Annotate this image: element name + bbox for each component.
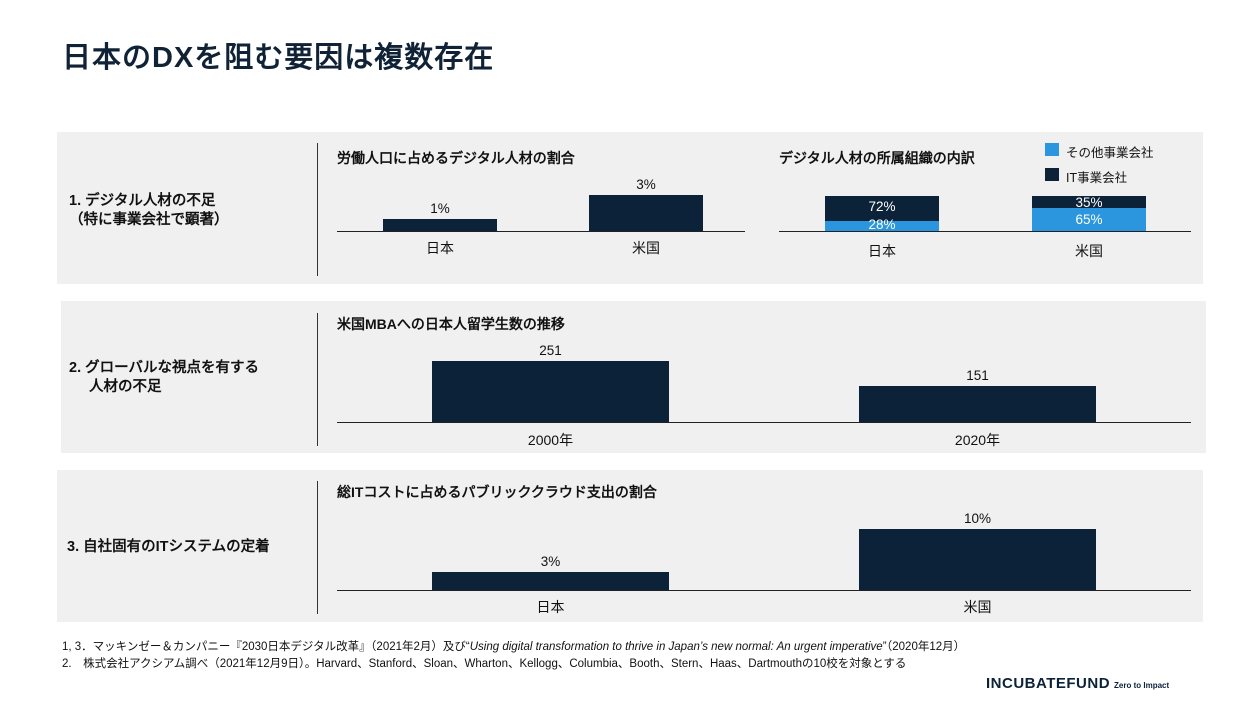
section-3-label: 3. 自社固有のITシステムの定着 xyxy=(67,538,270,557)
bar-2020 xyxy=(859,386,1096,422)
section-panel-3: 3. 自社固有のITシステムの定着 総ITコストに占めるパブリッククラウド支出の… xyxy=(57,470,1203,622)
section-3-label-line1: 3. 自社固有のITシステムの定着 xyxy=(67,539,270,555)
bar-us-cloud xyxy=(859,529,1096,590)
section-1-label-line2: （特に事業会社で顕著） xyxy=(69,212,229,228)
value-label-2020: 151 xyxy=(966,368,989,383)
legend-swatch-it xyxy=(1045,168,1059,181)
bar-2000 xyxy=(432,361,669,422)
value-label-japan-it: 72% xyxy=(868,199,896,214)
bar-japan-digital xyxy=(383,219,497,231)
category-label-us: 米国 xyxy=(632,240,660,256)
category-label-japan: 日本 xyxy=(426,240,454,256)
incubatefund-logo: INCUBATEFUND Zero to Impact xyxy=(986,675,1169,693)
section-panel-1: 1. デジタル人材の不足 （特に事業会社で顕著） 労働人口に占めるデジタル人材の… xyxy=(57,132,1203,284)
chart-title-mba: 米国MBAへの日本人留学生数の推移 xyxy=(337,316,565,332)
chart-baseline xyxy=(337,422,1191,423)
footnote-1-title: Using digital transformation to thrive i… xyxy=(469,641,883,653)
value-label-us-other: 65% xyxy=(1075,212,1103,227)
category-label-2020: 2020年 xyxy=(954,432,1001,448)
chart-baseline xyxy=(337,231,745,232)
bar-us-it xyxy=(1032,196,1146,208)
value-label-japan: 1% xyxy=(430,201,450,216)
page-title: 日本のDXを阻む要因は複数存在 xyxy=(62,42,495,74)
value-label-japan: 3% xyxy=(540,554,561,569)
category-label-2000: 2000年 xyxy=(527,432,574,448)
section-2-label-line1: 2. グローバルな視点を有する xyxy=(69,360,259,376)
chart-title-digital-share: 労働人口に占めるデジタル人材の割合 xyxy=(337,150,575,166)
footnote-1: 1, 3．マッキンゼー＆カンパニー『2030日本デジタル改革』（2021年2月）… xyxy=(62,638,965,654)
footnote-1-suffix: ”（2020年12月） xyxy=(882,641,966,653)
legend-label-other: その他事業会社 xyxy=(1066,146,1154,160)
category-label-us: 米国 xyxy=(963,599,992,615)
logo-tagline: Zero to Impact xyxy=(1114,681,1170,690)
category-label-us: 米国 xyxy=(1075,243,1103,259)
bar-japan-other xyxy=(825,221,939,231)
section-2-label-line2: 人材の不足 xyxy=(89,379,162,395)
value-label-us-it: 35% xyxy=(1075,195,1103,210)
bar-us-other xyxy=(1032,208,1146,231)
chart-baseline xyxy=(337,590,1191,591)
section-panel-2: 2. グローバルな視点を有する 人材の不足 米国MBAへの日本人留学生数の推移 … xyxy=(61,301,1206,453)
section-divider xyxy=(317,313,318,446)
chart-title-cloud: 総ITコストに占めるパブリッククラウド支出の割合 xyxy=(337,484,657,500)
bar-japan-it xyxy=(825,196,939,221)
bar-us-digital xyxy=(589,195,703,231)
footnote-2: 2. 株式会社アクシアム調べ（2021年12月9日）。Harvard、Stanf… xyxy=(62,658,907,670)
chart-title-org-breakdown: デジタル人材の所属組織の内訳 xyxy=(779,150,975,166)
value-label-us: 10% xyxy=(963,511,992,526)
section-1-label-line1: 1. デジタル人材の不足 xyxy=(69,193,216,209)
chart-baseline xyxy=(779,231,1191,232)
section-divider xyxy=(317,481,318,614)
section-2-label: 2. グローバルな視点を有する 人材の不足 xyxy=(69,359,259,397)
category-label-japan: 日本 xyxy=(868,243,896,259)
value-label-2000: 251 xyxy=(539,343,562,358)
logo-name: INCUBATEFUND xyxy=(986,675,1111,692)
legend-label-it: IT事業会社 xyxy=(1066,171,1128,185)
section-1-label: 1. デジタル人材の不足 （特に事業会社で顕著） xyxy=(69,192,229,230)
category-label-japan: 日本 xyxy=(536,599,565,615)
legend-swatch-other xyxy=(1045,143,1059,156)
value-label-japan-other: 28% xyxy=(868,217,896,232)
footnote-1-prefix: 1, 3．マッキンゼー＆カンパニー『2030日本デジタル改革』（2021年2月）… xyxy=(62,641,470,653)
value-label-us: 3% xyxy=(636,177,656,192)
bar-japan-cloud xyxy=(432,572,669,590)
section-divider xyxy=(317,143,318,276)
